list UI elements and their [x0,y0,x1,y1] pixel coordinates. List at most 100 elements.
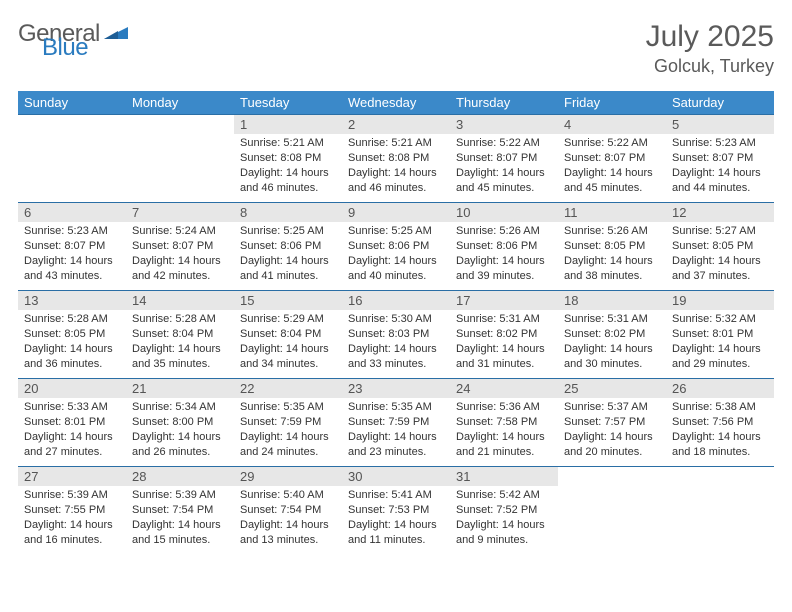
calendar-cell: 16Sunrise: 5:30 AMSunset: 8:03 PMDayligh… [342,291,450,379]
day-number: 9 [342,203,450,222]
logo-second-line: Blue [42,34,88,62]
day-number: 30 [342,467,450,486]
calendar-cell: 30Sunrise: 5:41 AMSunset: 7:53 PMDayligh… [342,467,450,555]
day-details: Sunrise: 5:38 AMSunset: 7:56 PMDaylight:… [666,398,774,463]
day-number: 2 [342,115,450,134]
calendar-cell: 3Sunrise: 5:22 AMSunset: 8:07 PMDaylight… [450,115,558,203]
day-details: Sunrise: 5:39 AMSunset: 7:54 PMDaylight:… [126,486,234,551]
calendar-cell: 8Sunrise: 5:25 AMSunset: 8:06 PMDaylight… [234,203,342,291]
day-number: 14 [126,291,234,310]
day-details: Sunrise: 5:26 AMSunset: 8:05 PMDaylight:… [558,222,666,287]
calendar-row: 27Sunrise: 5:39 AMSunset: 7:55 PMDayligh… [18,467,774,555]
day-details: Sunrise: 5:22 AMSunset: 8:07 PMDaylight:… [558,134,666,199]
calendar-row: 20Sunrise: 5:33 AMSunset: 8:01 PMDayligh… [18,379,774,467]
day-details: Sunrise: 5:25 AMSunset: 8:06 PMDaylight:… [342,222,450,287]
day-number: 10 [450,203,558,222]
calendar-cell: 4Sunrise: 5:22 AMSunset: 8:07 PMDaylight… [558,115,666,203]
day-number: 29 [234,467,342,486]
day-number: 27 [18,467,126,486]
calendar-cell: 29Sunrise: 5:40 AMSunset: 7:54 PMDayligh… [234,467,342,555]
calendar-cell: 22Sunrise: 5:35 AMSunset: 7:59 PMDayligh… [234,379,342,467]
header: General July 2025 Golcuk, Turkey [18,20,774,77]
day-number: 22 [234,379,342,398]
calendar-cell [558,467,666,555]
day-number: 4 [558,115,666,134]
day-details: Sunrise: 5:23 AMSunset: 8:07 PMDaylight:… [666,134,774,199]
day-details: Sunrise: 5:22 AMSunset: 8:07 PMDaylight:… [450,134,558,199]
day-details: Sunrise: 5:26 AMSunset: 8:06 PMDaylight:… [450,222,558,287]
day-number: 6 [18,203,126,222]
calendar-cell: 13Sunrise: 5:28 AMSunset: 8:05 PMDayligh… [18,291,126,379]
day-number: 7 [126,203,234,222]
calendar-cell: 6Sunrise: 5:23 AMSunset: 8:07 PMDaylight… [18,203,126,291]
day-details: Sunrise: 5:35 AMSunset: 7:59 PMDaylight:… [342,398,450,463]
day-details: Sunrise: 5:27 AMSunset: 8:05 PMDaylight:… [666,222,774,287]
day-details: Sunrise: 5:28 AMSunset: 8:04 PMDaylight:… [126,310,234,375]
calendar-cell [126,115,234,203]
day-number: 18 [558,291,666,310]
day-details: Sunrise: 5:35 AMSunset: 7:59 PMDaylight:… [234,398,342,463]
day-details: Sunrise: 5:23 AMSunset: 8:07 PMDaylight:… [18,222,126,287]
day-number: 5 [666,115,774,134]
day-details: Sunrise: 5:37 AMSunset: 7:57 PMDaylight:… [558,398,666,463]
calendar-table: SundayMondayTuesdayWednesdayThursdayFrid… [18,91,774,555]
calendar-cell: 25Sunrise: 5:37 AMSunset: 7:57 PMDayligh… [558,379,666,467]
day-details: Sunrise: 5:21 AMSunset: 8:08 PMDaylight:… [234,134,342,199]
calendar-body: 1Sunrise: 5:21 AMSunset: 8:08 PMDaylight… [18,115,774,555]
calendar-cell: 11Sunrise: 5:26 AMSunset: 8:05 PMDayligh… [558,203,666,291]
logo-text-blue: Blue [42,34,88,62]
weekday-header: Tuesday [234,91,342,115]
day-number: 20 [18,379,126,398]
weekday-header: Thursday [450,91,558,115]
weekday-header: Saturday [666,91,774,115]
day-number: 31 [450,467,558,486]
calendar-cell: 26Sunrise: 5:38 AMSunset: 7:56 PMDayligh… [666,379,774,467]
day-details: Sunrise: 5:41 AMSunset: 7:53 PMDaylight:… [342,486,450,551]
calendar-row: 1Sunrise: 5:21 AMSunset: 8:08 PMDaylight… [18,115,774,203]
day-details: Sunrise: 5:28 AMSunset: 8:05 PMDaylight:… [18,310,126,375]
calendar-row: 13Sunrise: 5:28 AMSunset: 8:05 PMDayligh… [18,291,774,379]
weekday-header: Wednesday [342,91,450,115]
calendar-cell: 9Sunrise: 5:25 AMSunset: 8:06 PMDaylight… [342,203,450,291]
weekday-header: Sunday [18,91,126,115]
day-number: 26 [666,379,774,398]
day-number: 11 [558,203,666,222]
calendar-cell: 18Sunrise: 5:31 AMSunset: 8:02 PMDayligh… [558,291,666,379]
day-details: Sunrise: 5:34 AMSunset: 8:00 PMDaylight:… [126,398,234,463]
day-number: 19 [666,291,774,310]
month-title: July 2025 [646,20,774,54]
day-number: 8 [234,203,342,222]
calendar-cell: 1Sunrise: 5:21 AMSunset: 8:08 PMDaylight… [234,115,342,203]
day-details: Sunrise: 5:31 AMSunset: 8:02 PMDaylight:… [450,310,558,375]
day-number: 1 [234,115,342,134]
calendar-cell: 31Sunrise: 5:42 AMSunset: 7:52 PMDayligh… [450,467,558,555]
day-details: Sunrise: 5:39 AMSunset: 7:55 PMDaylight:… [18,486,126,551]
day-details: Sunrise: 5:42 AMSunset: 7:52 PMDaylight:… [450,486,558,551]
day-details: Sunrise: 5:24 AMSunset: 8:07 PMDaylight:… [126,222,234,287]
day-number: 23 [342,379,450,398]
calendar-cell [18,115,126,203]
day-details: Sunrise: 5:29 AMSunset: 8:04 PMDaylight:… [234,310,342,375]
day-details: Sunrise: 5:40 AMSunset: 7:54 PMDaylight:… [234,486,342,551]
calendar-cell [666,467,774,555]
calendar-cell: 20Sunrise: 5:33 AMSunset: 8:01 PMDayligh… [18,379,126,467]
day-details: Sunrise: 5:33 AMSunset: 8:01 PMDaylight:… [18,398,126,463]
day-number: 17 [450,291,558,310]
calendar-cell: 21Sunrise: 5:34 AMSunset: 8:00 PMDayligh… [126,379,234,467]
calendar-row: 6Sunrise: 5:23 AMSunset: 8:07 PMDaylight… [18,203,774,291]
day-details: Sunrise: 5:21 AMSunset: 8:08 PMDaylight:… [342,134,450,199]
day-number: 16 [342,291,450,310]
calendar-cell: 24Sunrise: 5:36 AMSunset: 7:58 PMDayligh… [450,379,558,467]
weekday-header: Friday [558,91,666,115]
day-details: Sunrise: 5:25 AMSunset: 8:06 PMDaylight:… [234,222,342,287]
day-details: Sunrise: 5:36 AMSunset: 7:58 PMDaylight:… [450,398,558,463]
weekday-header: Monday [126,91,234,115]
calendar-cell: 2Sunrise: 5:21 AMSunset: 8:08 PMDaylight… [342,115,450,203]
calendar-cell: 10Sunrise: 5:26 AMSunset: 8:06 PMDayligh… [450,203,558,291]
day-number: 24 [450,379,558,398]
calendar-cell: 7Sunrise: 5:24 AMSunset: 8:07 PMDaylight… [126,203,234,291]
calendar-cell: 5Sunrise: 5:23 AMSunset: 8:07 PMDaylight… [666,115,774,203]
day-number: 21 [126,379,234,398]
calendar-cell: 27Sunrise: 5:39 AMSunset: 7:55 PMDayligh… [18,467,126,555]
day-number: 25 [558,379,666,398]
